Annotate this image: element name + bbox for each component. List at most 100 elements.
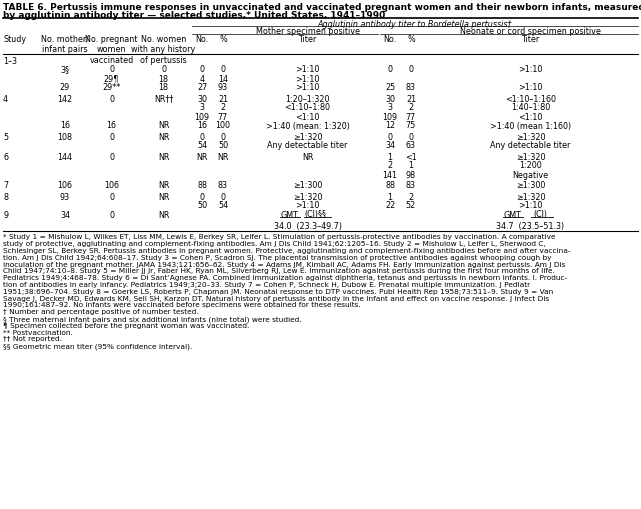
Text: 1:40–1:80: 1:40–1:80 (511, 103, 550, 112)
Text: >1:10: >1:10 (296, 65, 320, 74)
Text: Titer: Titer (298, 35, 317, 44)
Text: 5: 5 (3, 132, 8, 141)
Text: 88: 88 (197, 181, 207, 190)
Text: 18: 18 (158, 83, 169, 92)
Text: NR: NR (302, 152, 313, 161)
Text: GMT: GMT (281, 210, 299, 219)
Text: § Three maternal infant pairs and six additional infants (nine total) were studi: § Three maternal infant pairs and six ad… (3, 316, 302, 322)
Text: Any detectable titer: Any detectable titer (490, 141, 570, 150)
Text: No.: No. (196, 35, 208, 44)
Text: >1:10: >1:10 (296, 201, 320, 210)
Text: 2: 2 (408, 192, 413, 201)
Text: NR: NR (217, 152, 229, 161)
Text: 0: 0 (221, 132, 226, 141)
Text: ** Postvaccination.: ** Postvaccination. (3, 329, 73, 335)
Text: <1:10: <1:10 (296, 112, 320, 121)
Text: 0: 0 (199, 192, 204, 201)
Text: 63: 63 (406, 141, 416, 150)
Text: 30: 30 (197, 94, 207, 103)
Text: NR: NR (158, 210, 169, 219)
Text: 50: 50 (197, 201, 207, 210)
Text: <1:10–1:80: <1:10–1:80 (285, 103, 331, 112)
Text: 3: 3 (199, 103, 204, 112)
Text: ≥1:320: ≥1:320 (516, 152, 545, 161)
Text: 0: 0 (109, 152, 114, 161)
Text: 34.7  (23.5–51.3): 34.7 (23.5–51.3) (496, 221, 565, 230)
Text: 98: 98 (406, 170, 416, 179)
Text: 0: 0 (199, 65, 204, 74)
Text: Pediatrics 1949;4:468–78. Study 6 = Di Sant’Agnese PA. Combined immunization aga: Pediatrics 1949;4:468–78. Study 6 = Di S… (3, 275, 567, 281)
Text: 22: 22 (385, 201, 395, 210)
Text: 1–3: 1–3 (3, 56, 17, 65)
Text: 6: 6 (3, 152, 8, 161)
Text: 0: 0 (109, 65, 114, 74)
Text: Study: Study (3, 35, 26, 44)
Text: 34.0  (23.3–49.7): 34.0 (23.3–49.7) (274, 221, 342, 230)
Text: §§ Geometric mean titer (95% confidence interval).: §§ Geometric mean titer (95% confidence … (3, 343, 192, 349)
Text: Schlesinger SL, Berkey SR. Pertussis antibodies in pregnant women. Protective, a: Schlesinger SL, Berkey SR. Pertussis ant… (3, 247, 570, 253)
Text: 21: 21 (218, 94, 228, 103)
Text: by agglutinin antibody titer — selected studies,* United States, 1941–1990: by agglutinin antibody titer — selected … (3, 11, 385, 20)
Text: 8: 8 (3, 192, 8, 201)
Text: >1:40 (mean 1:160): >1:40 (mean 1:160) (490, 121, 571, 130)
Text: 29¶: 29¶ (104, 74, 119, 83)
Text: (CI)§§: (CI)§§ (304, 210, 326, 219)
Text: 25: 25 (385, 83, 395, 92)
Text: 0: 0 (388, 132, 392, 141)
Text: 77: 77 (218, 112, 228, 121)
Text: ≥1:320: ≥1:320 (516, 192, 545, 201)
Text: 0: 0 (161, 65, 166, 74)
Text: ≥1:320: ≥1:320 (293, 132, 322, 141)
Text: 18: 18 (158, 74, 169, 83)
Text: 0: 0 (388, 65, 392, 74)
Text: >1:10: >1:10 (519, 65, 543, 74)
Text: No. mother/
infant pairs: No. mother/ infant pairs (41, 35, 89, 54)
Text: No.: No. (383, 35, 397, 44)
Text: 29**: 29** (103, 83, 121, 92)
Text: Agglutinin antibody titer to Bordetella pertussis†: Agglutinin antibody titer to Bordetella … (318, 20, 512, 29)
Text: 109: 109 (383, 112, 397, 121)
Text: 52: 52 (406, 201, 416, 210)
Text: 0: 0 (199, 132, 204, 141)
Text: 88: 88 (385, 181, 395, 190)
Text: 30: 30 (385, 94, 395, 103)
Text: 77: 77 (406, 112, 416, 121)
Text: %: % (407, 35, 415, 44)
Text: 1951;38:696–704. Study 8 = Goerke LS, Roberts P, Chapman JM. Neonatal response t: 1951;38:696–704. Study 8 = Goerke LS, Ro… (3, 288, 553, 294)
Text: NR: NR (158, 121, 169, 130)
Text: Mother specimen positive: Mother specimen positive (256, 27, 360, 37)
Text: 1: 1 (388, 192, 392, 201)
Text: No. pregnant
women
vaccinated: No. pregnant women vaccinated (85, 35, 138, 65)
Text: >1:10: >1:10 (296, 74, 320, 83)
Text: 100: 100 (215, 121, 231, 130)
Text: ≥1:320: ≥1:320 (516, 132, 545, 141)
Text: inoculation of the pregnant mother. JAMA 1943;121:656–62. Study 4 = Adams JM, Ki: inoculation of the pregnant mother. JAMA… (3, 261, 565, 267)
Text: 0: 0 (109, 210, 114, 219)
Text: 9: 9 (3, 210, 8, 219)
Text: <1:10–1:160: <1:10–1:160 (505, 94, 556, 103)
Text: <1:10: <1:10 (519, 112, 543, 121)
Text: NR: NR (158, 181, 169, 190)
Text: 0: 0 (408, 65, 413, 74)
Text: 0: 0 (221, 192, 226, 201)
Text: 21: 21 (406, 94, 416, 103)
Text: 108: 108 (58, 132, 72, 141)
Text: 83: 83 (218, 181, 228, 190)
Text: 0: 0 (221, 65, 226, 74)
Text: No. women
with any history
of pertussis: No. women with any history of pertussis (131, 35, 196, 65)
Text: study of protective, agglutinating and complement-fixing antibodies. Am J Dis Ch: study of protective, agglutinating and c… (3, 241, 545, 247)
Text: 0: 0 (408, 132, 413, 141)
Text: 2: 2 (221, 103, 226, 112)
Text: 3: 3 (388, 103, 392, 112)
Text: tion of antibodies in early infancy. Pediatrics 1949;3;20–33. Study 7 = Cohen P,: tion of antibodies in early infancy. Ped… (3, 281, 530, 288)
Text: 141: 141 (383, 170, 397, 179)
Text: 4: 4 (3, 94, 8, 103)
Text: 109: 109 (194, 112, 210, 121)
Text: 1: 1 (408, 161, 413, 170)
Text: 27: 27 (197, 83, 207, 92)
Text: 4: 4 (199, 74, 204, 83)
Text: 12: 12 (385, 121, 395, 130)
Text: tion. Am J Dis Child 1942;64:608–17. Study 3 = Cohen P, Scadron SJ. The placenta: tion. Am J Dis Child 1942;64:608–17. Stu… (3, 254, 551, 261)
Text: ¶ Specimen collected before the pregnant woman was vaccinated.: ¶ Specimen collected before the pregnant… (3, 322, 249, 328)
Text: 34: 34 (385, 141, 395, 150)
